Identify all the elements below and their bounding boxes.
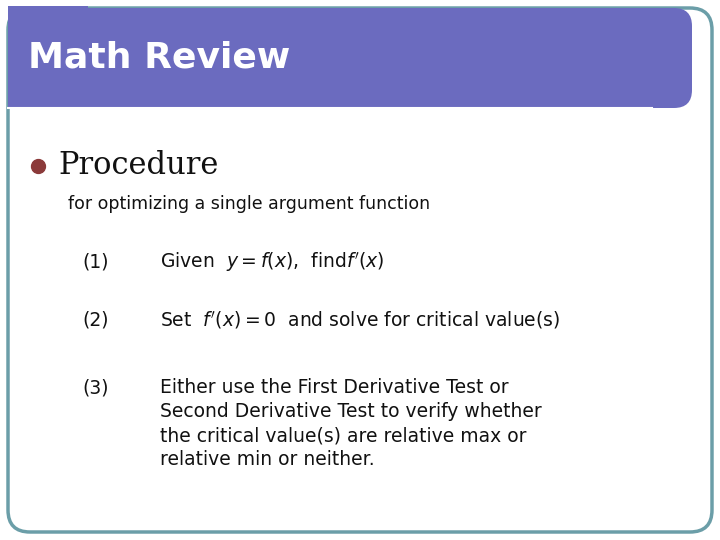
Text: Second Derivative Test to verify whether: Second Derivative Test to verify whether — [160, 402, 541, 421]
FancyBboxPatch shape — [8, 8, 712, 532]
FancyBboxPatch shape — [8, 8, 692, 108]
Text: (2): (2) — [82, 310, 109, 329]
Bar — [8, 6, 88, 58]
Text: the critical value(s) are relative max or: the critical value(s) are relative max o… — [160, 426, 526, 445]
Bar — [8, 8, 652, 108]
Text: Math Review: Math Review — [28, 41, 290, 75]
Text: relative min or neither.: relative min or neither. — [160, 450, 374, 469]
Text: Procedure: Procedure — [58, 151, 218, 181]
Text: (1): (1) — [82, 253, 109, 272]
Text: (3): (3) — [82, 378, 109, 397]
Text: Set  $f'(x) = 0$  and solve for critical value(s): Set $f'(x) = 0$ and solve for critical v… — [160, 309, 560, 331]
Text: for optimizing a single argument function: for optimizing a single argument functio… — [68, 195, 430, 213]
Text: Either use the First Derivative Test or: Either use the First Derivative Test or — [160, 378, 508, 397]
Text: Given  $y = f(x)$,  find$f'(x)$: Given $y = f(x)$, find$f'(x)$ — [160, 250, 384, 274]
